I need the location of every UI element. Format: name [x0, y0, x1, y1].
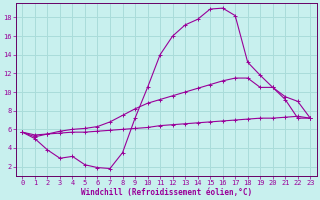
X-axis label: Windchill (Refroidissement éolien,°C): Windchill (Refroidissement éolien,°C): [81, 188, 252, 197]
